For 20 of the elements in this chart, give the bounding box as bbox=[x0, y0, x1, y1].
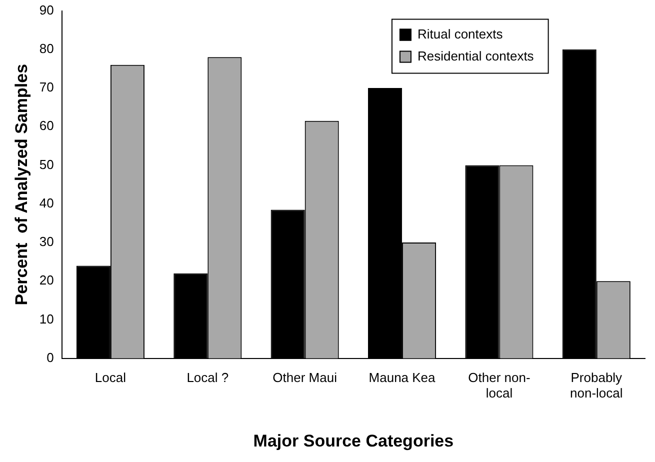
y-tick-label: 70 bbox=[39, 80, 54, 95]
y-axis-title: Percent of Analyzed Samples bbox=[12, 64, 31, 306]
y-tick-label: 0 bbox=[46, 350, 54, 365]
y-tick-label: 10 bbox=[39, 311, 54, 326]
legend-label: Ritual contexts bbox=[417, 26, 504, 42]
y-tick-label: 80 bbox=[39, 41, 54, 56]
x-tick-label: Local ? bbox=[186, 370, 229, 385]
x-axis-title: Major Source Categories bbox=[253, 431, 454, 450]
x-tick-label: Local bbox=[94, 370, 126, 385]
y-tick-label: 50 bbox=[39, 156, 54, 172]
legend-label: Residential contexts bbox=[417, 48, 534, 64]
x-tick-label: Probably non-local bbox=[570, 370, 623, 400]
x-tick-label: Other non-local bbox=[468, 370, 530, 400]
x-tick-label: Mauna Kea bbox=[368, 370, 436, 385]
y-tick-label: 30 bbox=[39, 234, 54, 250]
y-tick-label: 40 bbox=[39, 195, 54, 210]
x-tick-label: Other Maui bbox=[272, 370, 338, 385]
y-tick-label: 60 bbox=[39, 118, 54, 134]
y-tick-label: 20 bbox=[39, 272, 54, 288]
y-tick-label: 90 bbox=[39, 2, 54, 18]
